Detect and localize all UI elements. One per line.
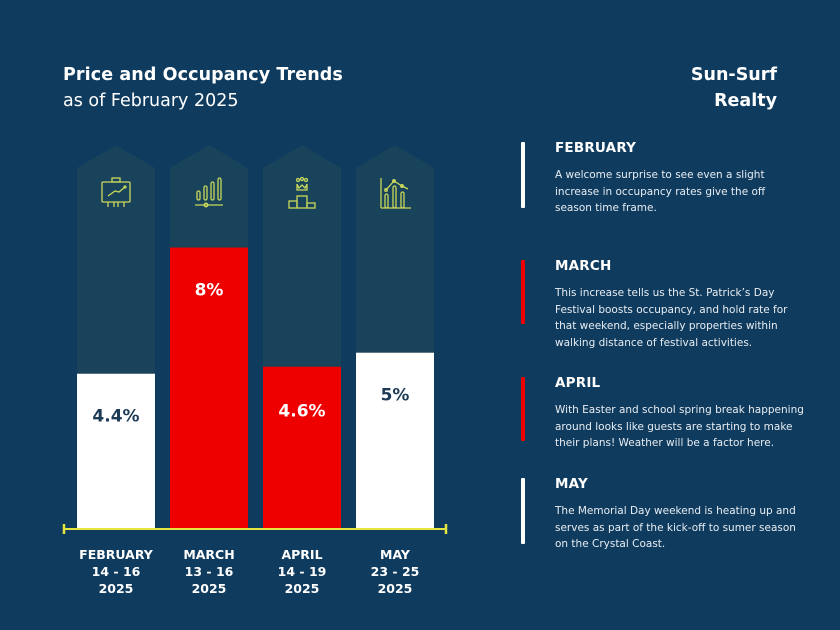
bar-march (170, 247, 248, 528)
note-accent-bar (521, 377, 525, 441)
note-body: With Easter and school spring break happ… (555, 404, 804, 449)
x-tick-label: 14 - 19 (278, 564, 327, 579)
note-accent-bar (521, 142, 525, 208)
value-label: 5% (381, 386, 410, 406)
bar-may (356, 352, 434, 528)
x-tick-label: 2025 (99, 581, 134, 596)
brand-name: Sun-Surf Realty (691, 62, 777, 114)
note-title: APRIL (555, 375, 601, 391)
note-accent-bar (521, 260, 525, 324)
x-tick-label: 13 - 16 (185, 564, 234, 579)
chart-title: Price and Occupancy Trends (63, 65, 343, 85)
note-title: MAY (555, 476, 588, 492)
note-body: This increase tells us the St. Patrick’s… (555, 287, 788, 349)
note-accent-bar (521, 478, 525, 544)
value-label: 4.6% (278, 402, 325, 422)
x-tick-label: 2025 (285, 581, 320, 596)
podium-crown-icon (288, 176, 316, 209)
x-tick-label: 14 - 16 (92, 564, 141, 579)
note-body: The Memorial Day weekend is heating up a… (555, 505, 796, 550)
x-tick-label: FEBRUARY (79, 547, 154, 562)
brand-line-2: Realty (714, 91, 777, 111)
title-block: Price and Occupancy Trends as of Februar… (63, 62, 343, 114)
bar-february (77, 373, 155, 528)
chart-subtitle: as of February 2025 (63, 91, 239, 111)
value-label: 8% (195, 281, 224, 301)
signal-bars-icon (195, 177, 223, 208)
note-title: FEBRUARY (555, 140, 637, 156)
presentation-chart-icon (101, 177, 131, 207)
bar-april (263, 366, 341, 528)
x-tick-label: MAY (380, 547, 411, 562)
x-tick-label: 23 - 25 (371, 564, 420, 579)
brand-line-1: Sun-Surf (690, 65, 777, 85)
note-title: MARCH (555, 258, 612, 274)
x-tick-label: APRIL (281, 547, 322, 562)
x-tick-label: 2025 (378, 581, 413, 596)
value-label: 4.4% (92, 407, 139, 427)
bar-line-chart-icon (380, 178, 411, 209)
x-tick-label: 2025 (192, 581, 227, 596)
x-tick-label: MARCH (183, 547, 234, 562)
note-body: A welcome surprise to see even a slight … (555, 169, 766, 214)
